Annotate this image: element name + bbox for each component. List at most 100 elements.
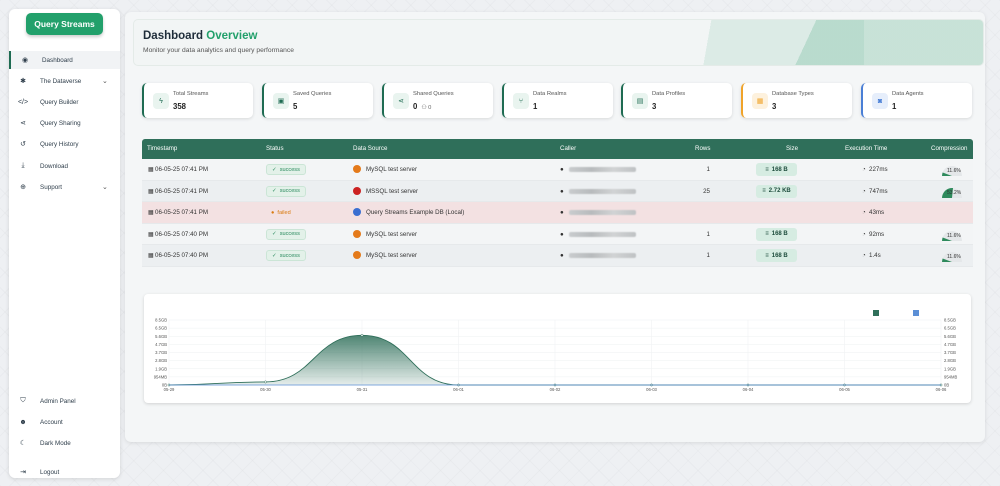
cell-compression: 11.6% <box>947 232 961 239</box>
stat-card-total-streams[interactable]: ϟ Total Streams 358 <box>142 83 253 118</box>
table-row[interactable]: ▦ 06-05-25 07:41 PM ● failed Query Streams E… <box>142 202 973 224</box>
status-label: failed <box>277 209 291 216</box>
y-tick-label-right: 8.5GB <box>944 318 956 323</box>
table-row[interactable]: ▦ 06-05-25 07:41 PM ✓ success MySQL test ser… <box>142 159 973 181</box>
sidebar-item-support[interactable]: ⊕ Support ⌄ <box>9 178 120 196</box>
datasource-icon <box>353 229 361 238</box>
datasource-icon <box>353 165 361 173</box>
sidebar-item-label: Support <box>40 183 63 191</box>
page-title-accent: Overview <box>206 30 258 42</box>
caller-redacted <box>569 167 636 172</box>
database-icon: ▤ <box>632 93 648 109</box>
stat-card-data-agents[interactable]: ◙ Data Agents 1 <box>861 83 972 118</box>
column-header-caller[interactable]: Caller <box>560 145 577 152</box>
chevron-down-icon: ⌄ <box>102 184 108 191</box>
sidebar-item-query-builder[interactable]: </> Query Builder <box>9 93 120 111</box>
stat-card-value: 358 <box>173 102 187 111</box>
cell-timestamp: 06-05-25 07:41 PM <box>155 166 208 173</box>
calendar-icon: ▦ <box>148 209 154 216</box>
logout-icon: ⇥ <box>20 469 26 476</box>
stat-card-data-profiles[interactable]: ▤ Data Profiles 3 <box>621 83 732 118</box>
lifebuoy-icon: ⊕ <box>20 184 26 191</box>
sidebar-item-logout[interactable]: ⇥ Logout <box>9 463 120 481</box>
sidebar-item-label: Query History <box>40 140 79 148</box>
calendar-icon: ▦ <box>148 230 154 238</box>
sidebar-item-admin-panel[interactable]: ⛉ Admin Panel <box>9 392 120 410</box>
column-header-data-source[interactable]: Data Source <box>353 145 388 152</box>
stat-card-label: Shared Queries <box>413 91 454 97</box>
cell-timestamp: 06-05-25 07:40 PM <box>155 230 208 238</box>
series-0-point <box>360 333 364 337</box>
compression-gauge <box>942 187 962 198</box>
storage-chart: 8.5GB 8.5GB 6.5GB 6.5GB 5.6GB 5.6GB 4.7GB 4.7GB… <box>144 294 971 403</box>
size-label: 168 B <box>771 166 788 173</box>
table-row[interactable]: ▦ 06-05-25 07:40 PM ✓ success MySQL test ser… <box>142 245 973 267</box>
column-header-status[interactable]: Status <box>266 145 284 152</box>
shared-count: 0 <box>413 102 418 111</box>
stat-card-value: 0 ⚇ 0 <box>413 102 431 111</box>
moon-icon: ☾ <box>19 440 27 447</box>
column-header-timestamp[interactable]: Timestamp <box>147 145 178 152</box>
table-row[interactable]: ▦ 06-05-25 07:40 PM ✓ success MySQL test ser… <box>142 223 973 245</box>
user-icon: ● <box>560 252 564 259</box>
stat-card-saved-queries[interactable]: ▣ Saved Queries 5 <box>262 83 373 118</box>
cell-compression: 11.6% <box>947 168 961 174</box>
datasource-icon <box>353 186 361 195</box>
cell-execution-time: 747ms <box>869 187 888 195</box>
area-chart-svg: 8.5GB 8.5GB 6.5GB 6.5GB 5.6GB 5.6GB 4.7GB 4.7GB… <box>154 310 957 392</box>
check-icon: ✓ <box>272 188 277 194</box>
x-tick-label: 06-05 <box>839 387 850 392</box>
datasource-icon <box>353 208 361 216</box>
stat-card-shared-queries[interactable]: ⋖ Shared Queries 0 ⚇ 0 <box>382 83 493 118</box>
download-icon: ⤓ <box>21 162 25 169</box>
sidebar-item-dashboard[interactable]: ◉ Dashboard <box>9 51 120 69</box>
legend-swatch-series-0 <box>873 310 879 316</box>
cell-data-source: Query Streams Example DB (Local) <box>366 209 465 216</box>
brand-button[interactable]: Query Streams <box>26 13 103 35</box>
database-icon: ≡ <box>765 166 769 173</box>
page-title-main: Dashboard <box>143 30 204 42</box>
sidebar-item-download[interactable]: ⤓ Download <box>9 157 120 175</box>
cell-execution-time: 92ms <box>869 230 885 238</box>
status-label: success <box>279 166 300 173</box>
x-tick-label: 06-01 <box>453 387 464 392</box>
gear-icon: ✱ <box>20 78 26 85</box>
x-tick-label: 05-30 <box>260 387 271 392</box>
x-tick-label: 06-03 <box>646 387 657 392</box>
cell-rows: 1 <box>706 230 710 238</box>
database-icon: ≡ <box>762 188 766 194</box>
status-badge: ● failed <box>266 207 296 218</box>
table-row[interactable]: ▦ 06-05-25 07:41 PM ✓ success MSSQL test ser… <box>142 180 973 202</box>
status-badge: ✓ success <box>266 164 306 175</box>
check-icon: ✓ <box>272 231 277 237</box>
column-header-compression[interactable]: Compression <box>931 145 968 152</box>
y-tick-label-left: 5.6GB <box>155 334 167 339</box>
cell-data-source: MSSQL test server <box>366 187 419 195</box>
stat-card-database-types[interactable]: ▦ Database Types 3 <box>741 83 852 118</box>
query-streams-table: Timestamp Status Data Source Caller Rows… <box>142 139 973 267</box>
gauge-track <box>942 230 962 241</box>
branch-icon: ⑂ <box>513 93 529 109</box>
y-tick-label-left: 6.5GB <box>155 326 167 331</box>
y-tick-label-right: 6.5GB <box>944 326 956 331</box>
size-badge: ≡ 168 B <box>756 227 797 241</box>
sidebar-item-dataverse[interactable]: ✱ The Dataverse ⌄ <box>9 72 120 90</box>
sidebar-item-dark-mode[interactable]: ☾ Dark Mode <box>9 434 120 452</box>
stat-card-value: 1 <box>533 102 538 111</box>
cell-compression: 53.2% <box>947 189 962 196</box>
status-badge: ✓ success <box>266 250 306 261</box>
column-header-size[interactable]: Size <box>786 145 799 152</box>
status-label: success <box>279 188 300 194</box>
sidebar-item-query-sharing[interactable]: ⋖ Query Sharing <box>9 114 120 132</box>
sidebar-item-query-history[interactable]: ↺ Query History <box>9 135 120 153</box>
y-tick-label-left: 954MB <box>154 374 167 379</box>
column-header-rows[interactable]: Rows <box>695 145 711 152</box>
x-tick-label: 05-31 <box>357 387 368 392</box>
calendar-icon: ▦ <box>148 252 154 259</box>
cell-data-source: MySQL test server <box>366 166 418 173</box>
sidebar-item-account[interactable]: ☻ Account <box>9 413 120 431</box>
stat-card-data-realms[interactable]: ⑂ Data Realms 1 <box>502 83 613 118</box>
compression-gauge <box>942 252 962 262</box>
y-tick-label-left: 2.8GB <box>155 358 167 363</box>
column-header-execution-time[interactable]: Execution Time <box>845 145 888 152</box>
